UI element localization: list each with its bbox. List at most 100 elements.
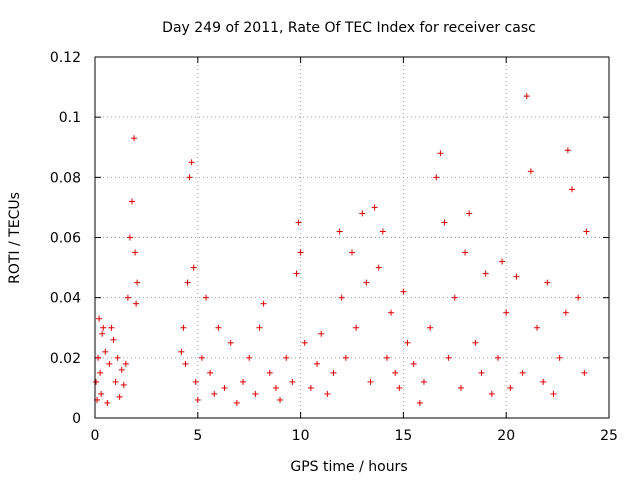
y-tick-label: 0.06 [50,231,81,247]
data-point [318,330,325,337]
data-point [513,273,520,280]
y-tick-label: 0.12 [50,50,81,66]
data-point [420,378,427,385]
data-point [457,384,464,391]
data-point [215,324,222,331]
y-tick-label: 0.04 [50,291,81,307]
data-point [180,324,187,331]
data-point [336,228,343,235]
data-point [98,390,105,397]
data-point [246,354,253,361]
data-point [110,336,117,343]
data-point [178,348,185,355]
data-point [102,348,109,355]
data-point [283,354,290,361]
data-point [207,369,214,376]
data-point [314,360,321,367]
y-tick-label: 0.02 [50,351,81,367]
x-tick-label: 10 [292,428,310,444]
data-point [367,378,374,385]
data-point [260,300,267,307]
data-point [108,324,115,331]
data-point [96,315,103,322]
data-point [190,264,197,271]
data-point [433,174,440,181]
data-point [519,369,526,376]
data-point [478,369,485,376]
data-point [416,399,423,406]
data-point [527,168,534,175]
y-tick-label: 0.1 [59,110,81,126]
data-point [523,93,530,100]
data-point [388,309,395,316]
x-tick-label: 0 [91,428,100,444]
data-point [324,390,331,397]
data-point [118,366,125,373]
data-point [550,390,557,397]
data-point [581,369,588,376]
data-point [120,381,127,388]
data-point [338,294,345,301]
data-point [359,210,366,217]
data-point [186,174,193,181]
data-point [482,270,489,277]
data-point [266,369,273,376]
grid [95,57,609,418]
data-point [556,354,563,361]
data-point [404,339,411,346]
x-tick-label: 5 [193,428,202,444]
data-point [392,369,399,376]
data-point [534,324,541,331]
x-tick-label: 15 [394,428,412,444]
data-point [240,378,247,385]
data-points [93,93,590,406]
data-point [100,324,107,331]
data-point [375,264,382,271]
data-point [507,384,514,391]
data-point [211,390,218,397]
data-point [499,258,506,265]
data-point [472,339,479,346]
x-tick-label: 25 [600,428,618,444]
data-point [112,378,119,385]
data-point [227,339,234,346]
data-point [188,159,195,166]
data-point [277,396,284,403]
y-axis-label: ROTI / TECUs [7,192,23,284]
data-point [342,354,349,361]
data-point [396,384,403,391]
data-point [104,399,111,406]
data-point [95,354,102,361]
data-point [371,204,378,211]
data-point [544,279,551,286]
x-tick-label: 20 [497,428,515,444]
data-point [293,270,300,277]
data-point [184,279,191,286]
data-point [568,186,575,193]
data-point [106,360,113,367]
data-point [488,390,495,397]
data-point [297,249,304,256]
data-point [349,249,355,256]
data-point [289,378,296,385]
data-point [133,300,140,307]
data-point [400,288,407,295]
data-point [132,249,139,256]
data-point [233,399,240,406]
data-point [437,150,444,157]
data-point [301,339,308,346]
data-point [131,135,138,142]
data-point [383,354,390,361]
data-point [410,360,417,367]
y-tick-label: 0 [72,411,81,427]
data-point [503,309,510,316]
data-point [462,249,469,256]
data-point [256,324,263,331]
data-point [126,234,133,241]
data-point [583,228,590,235]
data-point [353,324,360,331]
data-point [427,324,434,331]
data-point [116,393,123,400]
data-point [379,228,386,235]
data-point [494,354,501,361]
